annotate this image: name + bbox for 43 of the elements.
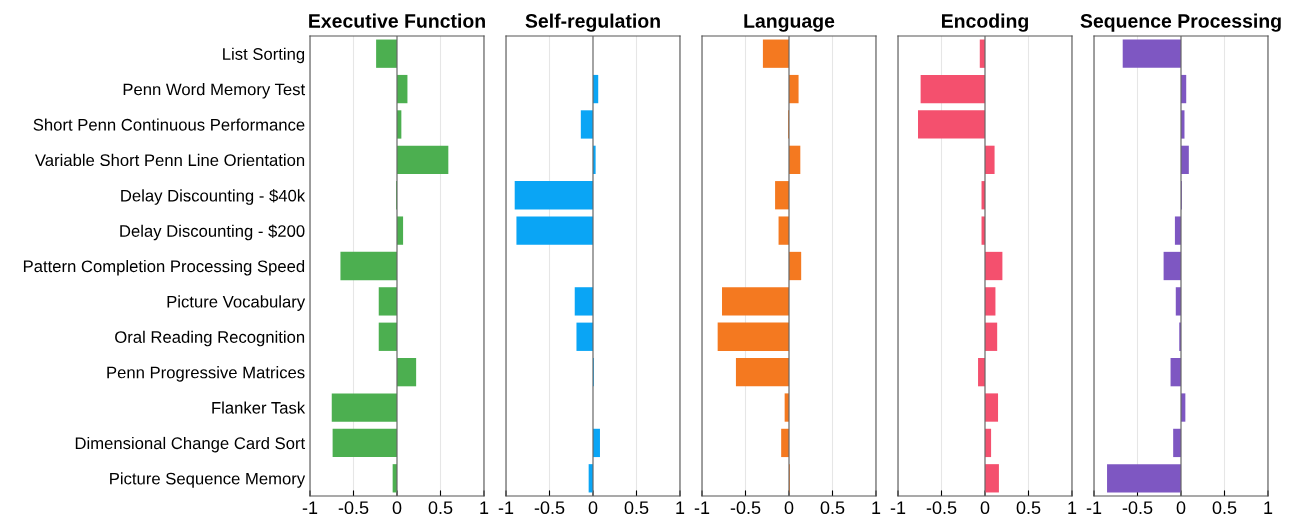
x-tick-label: 0.5 xyxy=(820,501,845,515)
y-tick-label: Picture Vocabulary xyxy=(167,295,306,311)
chart-title: Sequence Processing xyxy=(1080,13,1281,32)
chart-title: Executive Function xyxy=(309,13,485,28)
x-tick-label: -1 xyxy=(1086,501,1102,514)
x-tick-label: -0.5 xyxy=(1122,501,1153,515)
x-tick-label: 1 xyxy=(872,501,881,514)
chart-title: Language xyxy=(744,14,835,32)
y-tick-label: Short Penn Continuous Performance xyxy=(33,118,305,131)
x-tick-label: 1 xyxy=(1068,501,1077,514)
x-tick-label: 0.5 xyxy=(624,501,649,515)
y-tick-label: List Sorting xyxy=(223,47,305,64)
x-tick-label: -1 xyxy=(302,501,318,514)
x-tick-label: -1 xyxy=(498,501,514,514)
x-tick-label: 1 xyxy=(676,501,685,514)
x-tick-label: -0.5 xyxy=(534,501,565,515)
x-tick-label: 0.5 xyxy=(428,501,453,515)
x-tick-label: 0.5 xyxy=(1212,501,1237,515)
x-tick-label: 0 xyxy=(1176,501,1186,515)
x-tick-label: -0.5 xyxy=(730,501,761,515)
x-tick-label: -0.5 xyxy=(338,501,369,515)
x-tick-label: 0 xyxy=(588,501,598,515)
y-tick-label: Pattern Completion Processing Speed xyxy=(23,259,305,276)
x-tick-label: 0 xyxy=(392,501,402,515)
y-tick-label: Dimensional Change Card Sort xyxy=(75,436,306,453)
y-tick-label: Picture Sequence Memory xyxy=(110,472,306,488)
y-tick-label: Penn Progressive Matrices xyxy=(107,366,305,382)
x-tick-label: 1 xyxy=(1264,501,1273,514)
y-tick-label: Penn Word Memory Test xyxy=(123,83,306,99)
x-tick-label: 1 xyxy=(480,501,489,514)
x-tick-label: 0.5 xyxy=(1016,501,1041,515)
x-tick-label: 0 xyxy=(980,501,990,515)
y-tick-label: Delay Discounting - $40k xyxy=(121,189,306,205)
x-tick-label: -1 xyxy=(694,501,710,514)
x-tick-label: -0.5 xyxy=(926,501,957,515)
y-tick-label: Delay Discounting - $200 xyxy=(120,224,305,241)
chart-title: Encoding xyxy=(942,13,1028,32)
chart-title: Self-regulation xyxy=(525,13,660,32)
y-tick-label: Variable Short Penn Line Orientation xyxy=(34,153,305,167)
x-tick-label: 0 xyxy=(784,501,794,515)
x-tick-label: -1 xyxy=(890,501,906,514)
y-tick-label: Oral Reading Recognition xyxy=(115,330,305,347)
y-tick-label: Flanker Task xyxy=(212,401,306,414)
